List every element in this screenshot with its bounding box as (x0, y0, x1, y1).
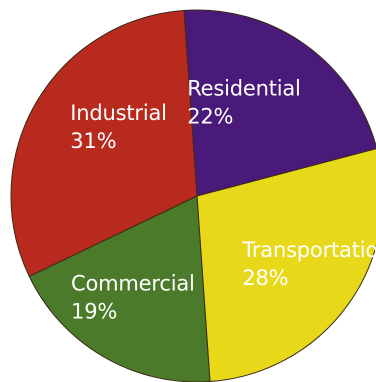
slice-value-commercial: 19% (71, 299, 117, 323)
slice-label-residential: Residential 22% (187, 76, 300, 128)
slice-transportation (196, 148, 376, 382)
slice-name-transportation: Transportation (241, 238, 376, 262)
slice-value-transportation: 28% (242, 266, 288, 290)
slice-industrial (10, 9, 198, 278)
labels-layer: Residential 22% Transportation 28% Commercia… (70, 76, 376, 323)
slice-value-industrial: 31% (70, 129, 116, 153)
slice-name-residential: Residential (187, 76, 300, 100)
slice-label-transportation: Transportation 28% (241, 238, 376, 290)
slice-value-residential: 22% (187, 104, 233, 128)
slice-label-industrial: Industrial 31% (70, 101, 167, 153)
slice-name-industrial: Industrial (70, 101, 167, 125)
slice-residential (183, 9, 376, 197)
slice-label-commercial: Commercial 19% (71, 271, 195, 323)
slices-layer (10, 9, 376, 382)
slice-name-commercial: Commercial (71, 271, 195, 295)
